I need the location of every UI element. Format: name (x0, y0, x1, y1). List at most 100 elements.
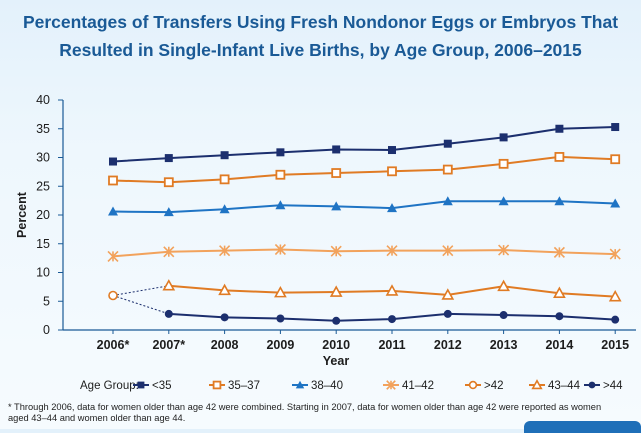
series-41-42-point (163, 246, 175, 258)
series-lt35-point (499, 133, 508, 142)
legend-marker (295, 380, 305, 389)
series-43-44-point (441, 288, 455, 300)
series-gt44-point (164, 309, 173, 318)
series-41-42-point (274, 243, 286, 256)
series-gt44-point (276, 314, 285, 323)
chart-title-line-2: Resulted in Single-Infant Live Births, b… (59, 40, 582, 60)
chart-title: Percentages of Transfers Using Fresh Non… (0, 8, 641, 64)
series-41-42-point (330, 245, 342, 257)
legend-label: 41–42 (402, 380, 434, 392)
series-41-42-point (386, 245, 398, 257)
series-35-37-point (275, 169, 286, 180)
series-lt35-point (220, 151, 229, 160)
legend-label: >44 (603, 380, 623, 392)
x-axis-label: Year (323, 354, 350, 368)
dashed-connector (112, 285, 169, 296)
series-lt35-point (388, 146, 396, 155)
legend-marker (588, 381, 596, 389)
series-gt44-point (388, 315, 396, 324)
legend-label: <35 (152, 380, 172, 392)
series-43-44-point (274, 285, 287, 298)
chart-title-line-1: Percentages of Transfers Using Fresh Non… (22, 12, 619, 32)
series-35-37-point (442, 164, 453, 175)
y-tick-label: 35 (36, 122, 50, 136)
x-tick-label: 2013 (490, 338, 518, 352)
x-tick-label: 2007* (152, 338, 185, 352)
series-41-42-point (219, 245, 231, 257)
x-tick-label: 2014 (545, 338, 573, 352)
legend-marker (531, 379, 543, 390)
series-35-37-point (554, 152, 565, 162)
x-tick-label: 2010 (322, 338, 350, 352)
legend-title: Age Group: (80, 380, 139, 392)
series-38-40-point (442, 196, 453, 206)
y-tick-label: 5 (43, 294, 50, 308)
series-41-42-point (498, 244, 510, 256)
series-38-40-point (163, 207, 174, 217)
series-lt35-line (112, 126, 616, 163)
series-41-42-point (609, 248, 621, 260)
series-41-42-line (112, 248, 616, 258)
series-38-40-point (387, 203, 397, 213)
series-41-42-point (107, 250, 119, 262)
series-35-37-point (163, 177, 174, 188)
series-43-44-point (329, 285, 343, 297)
series-43-44-point (385, 284, 399, 296)
series-41-42-point (442, 245, 454, 257)
series-lt35-point (555, 124, 564, 133)
series-35-37-point (610, 154, 621, 165)
legend-label: 35–37 (228, 380, 260, 392)
series-38-40-point (498, 196, 509, 206)
series-gt44-point (611, 315, 620, 324)
y-axis-label: Percent (15, 191, 29, 238)
series-gt44-point (555, 312, 564, 321)
series-gt44-point (332, 316, 341, 325)
footnote: * Through 2006, data for women older tha… (8, 402, 602, 423)
legend-marker (212, 380, 222, 390)
dashed-connector (112, 295, 169, 315)
series-gt44-point (443, 309, 452, 318)
series-35-37-point (219, 174, 230, 185)
series-43-44-point (608, 290, 622, 302)
x-tick-label: 2012 (434, 338, 462, 352)
series-lt35-point (611, 123, 620, 132)
series-35-37-point (331, 168, 342, 178)
series-38-40-point (108, 206, 118, 216)
legend-label: >42 (484, 380, 504, 392)
series-gt44-point (499, 311, 508, 320)
series-35-37-point (108, 175, 118, 186)
legend-marker (468, 380, 478, 390)
series-38-40-line (112, 200, 616, 214)
legend-label: 43–44 (548, 380, 581, 392)
x-tick-label: 2008 (211, 338, 239, 352)
y-tick-label: 15 (36, 237, 50, 251)
legend-marker (386, 380, 396, 390)
series-gt42-point (108, 290, 118, 301)
series-43-44-point (553, 286, 566, 299)
y-tick-label: 30 (36, 151, 50, 165)
x-tick-label: 2011 (378, 338, 405, 352)
series-43-44-point (497, 279, 510, 292)
legend-marker (137, 381, 145, 389)
series-38-40-point (554, 196, 565, 206)
series-35-37-point (387, 166, 397, 177)
series-lt35-point (109, 157, 117, 166)
series-lt35-point (443, 139, 452, 148)
series-gt44-point (220, 313, 229, 322)
x-tick-label: 2006* (97, 338, 130, 352)
series-lt35-point (164, 154, 173, 163)
x-tick-label: 2015 (601, 338, 629, 352)
series-38-40-point (610, 198, 621, 208)
y-tick-label: 20 (36, 208, 50, 222)
series-41-42-point (553, 246, 565, 258)
series-43-44-point (218, 283, 231, 296)
corner-tab (524, 421, 641, 433)
series-43-44-point (162, 279, 176, 291)
series-38-40-point (275, 200, 286, 210)
y-tick-label: 10 (36, 266, 50, 280)
series-38-40-point (219, 204, 230, 214)
y-tick-label: 40 (36, 93, 50, 107)
series-lt35-point (332, 145, 341, 154)
x-tick-label: 2009 (266, 338, 294, 352)
